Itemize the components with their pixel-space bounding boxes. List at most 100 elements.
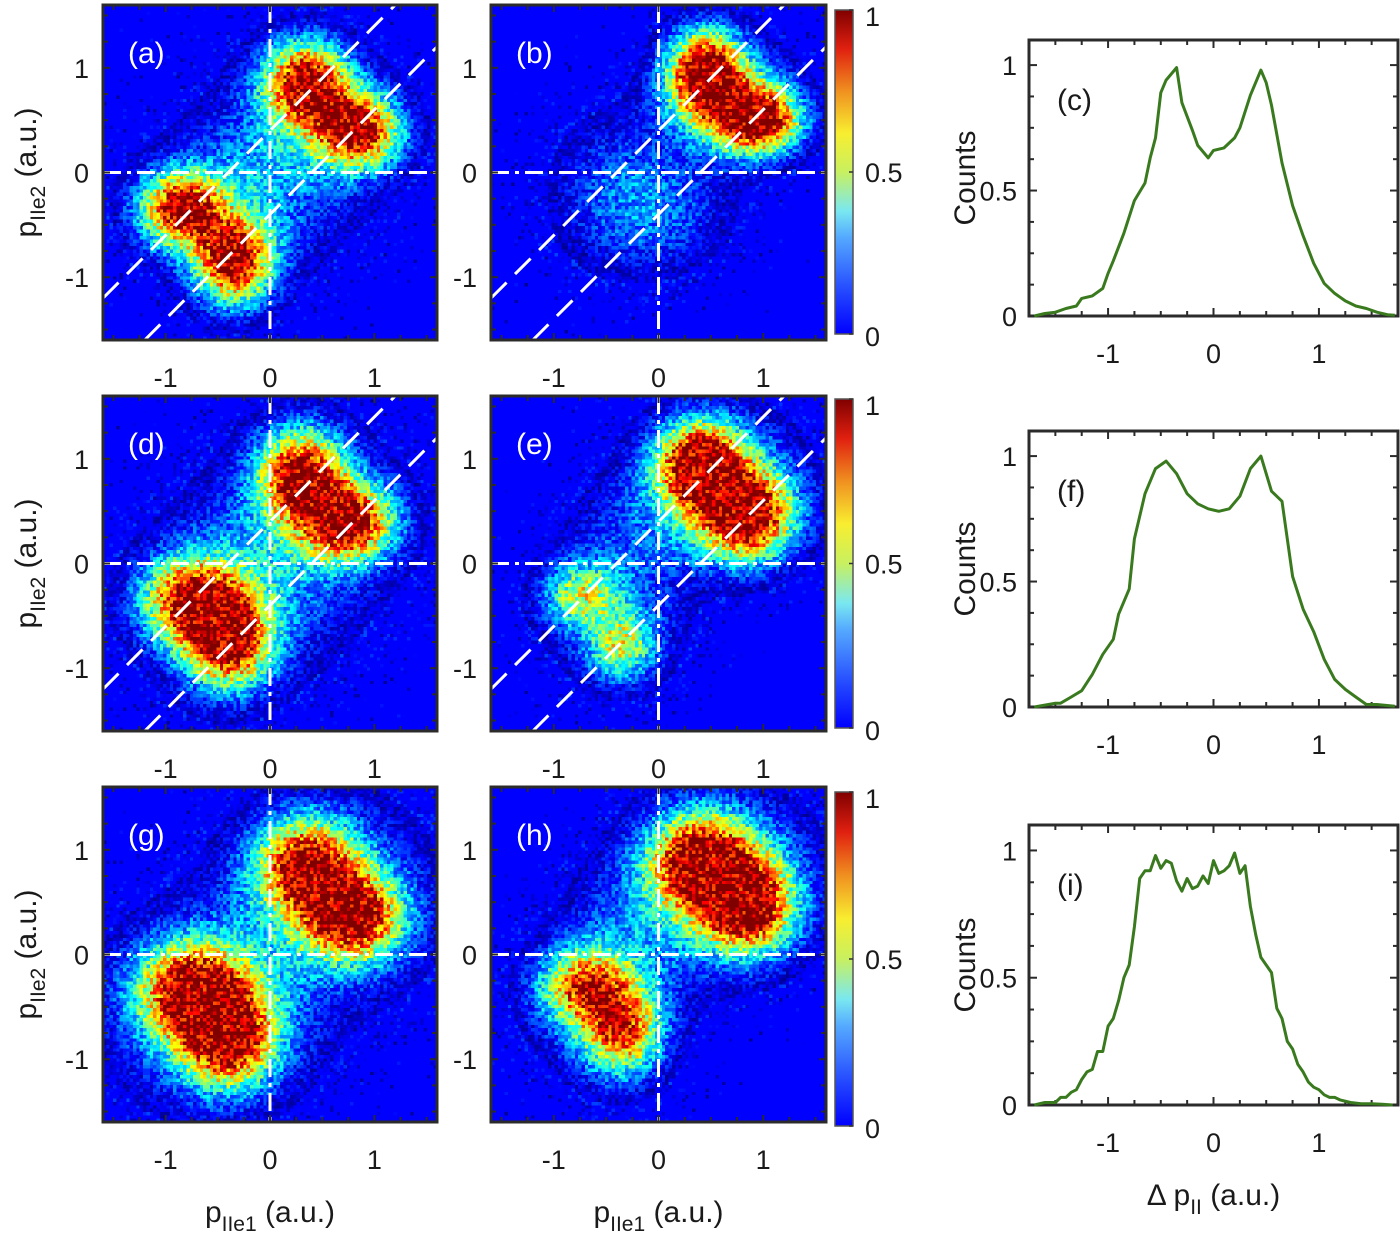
colorbar-tick-label: 1: [865, 391, 880, 421]
panel-label: (g): [128, 819, 165, 852]
y-tick-label: 1: [1002, 442, 1017, 472]
y-tick-label: 1: [462, 836, 477, 866]
panel-label: (c): [1057, 84, 1092, 117]
x-axis-label: pIIe1 (a.u.): [205, 1196, 335, 1236]
x-tick-label: 0: [1206, 1128, 1221, 1158]
colorbar-tick-label: 1: [865, 2, 880, 32]
panel-label: (h): [516, 819, 553, 852]
y-tick-label: 1: [462, 445, 477, 475]
line-panel-i: -1 0 1 0 0.5 1 (i) Counts Δ pII (a.u.): [949, 823, 1400, 1219]
x-tick-label: 1: [1311, 1128, 1326, 1158]
y-tick-label: -1: [65, 654, 89, 684]
x-tick-label: -1: [1096, 339, 1120, 369]
x-axis-label: Δ pII (a.u.): [1147, 1179, 1280, 1219]
y-tick-label: -1: [453, 1045, 477, 1075]
x-tick-label: -1: [542, 363, 566, 393]
axes-frame: [1027, 38, 1400, 318]
line-panel-f: -1 0 1 0 0.5 1 (f) Counts: [949, 429, 1400, 760]
y-axis-label: Counts: [949, 521, 982, 616]
y-tick-label: 0: [74, 159, 89, 189]
x-tick-label: 0: [262, 754, 277, 784]
x-tick-label: 1: [756, 363, 771, 393]
data-series-line: [1033, 851, 1393, 1107]
diagonal-line-2: [531, 436, 828, 733]
y-axis-label: pIIe2 (a.u.): [10, 889, 50, 1019]
y-tick-label: 1: [74, 54, 89, 84]
colorbar-tick-label: 0: [865, 716, 880, 746]
x-tick-label: 0: [651, 754, 666, 784]
x-tick-label: -1: [154, 363, 178, 393]
data-series-line: [1033, 66, 1395, 318]
colorbar-tick-label: 0: [865, 322, 880, 352]
y-tick-label: 0: [74, 550, 89, 580]
y-tick-label: 0: [1002, 693, 1017, 723]
data-series-line: [1034, 454, 1395, 709]
x-tick-label: 1: [367, 1145, 382, 1175]
y-axis-label: Counts: [949, 130, 982, 225]
x-tick-label: 0: [262, 1145, 277, 1175]
y-tick-label: 1: [462, 54, 477, 84]
heatmap-panel-h: -1 0 1 -1 0 1 (h) pIIe1 (a.u.): [453, 785, 828, 1236]
panel-label: (d): [128, 428, 165, 461]
y-tick-label: 0: [1002, 302, 1017, 332]
heatmap-panel-g: -1 0 1 -1 0 1 (g) pIIe2 (a.u.) pIIe1 (a.u.): [10, 785, 439, 1236]
panel-label: (i): [1057, 869, 1084, 902]
y-tick-label: 1: [74, 445, 89, 475]
y-tick-label: 1: [1002, 51, 1017, 81]
diagonal-line-1: [489, 3, 786, 300]
colorbar-tick-label: 1: [865, 784, 880, 814]
x-tick-label: 0: [262, 363, 277, 393]
x-tick-label: 1: [367, 363, 382, 393]
y-tick-label: 0: [462, 159, 477, 189]
y-axis-label: pIIe2 (a.u.): [10, 498, 50, 628]
y-tick-label: 0.5: [979, 568, 1017, 598]
diagonal-line-2: [531, 45, 828, 342]
y-tick-label: 0: [1002, 1091, 1017, 1121]
panel-label: (b): [516, 37, 553, 70]
y-tick-label: 1: [1002, 836, 1017, 866]
x-tick-label: 1: [756, 754, 771, 784]
x-tick-label: 0: [651, 1145, 666, 1175]
x-tick-label: -1: [542, 754, 566, 784]
panel-label: (f): [1057, 475, 1085, 508]
y-tick-label: 0: [462, 941, 477, 971]
y-tick-label: 0.5: [979, 964, 1017, 994]
x-tick-label: 1: [1311, 730, 1326, 760]
diagonal-line-1: [101, 394, 397, 691]
heatmap-panel-b: -1 0 1 -1 0 1 (b): [453, 3, 828, 393]
y-tick-label: 0: [74, 941, 89, 971]
x-tick-label: 0: [651, 363, 666, 393]
diagonal-line-1: [101, 3, 397, 300]
heatmap-panel-d: -1 0 1 -1 0 1 (d) pIIe2 (a.u.): [10, 394, 439, 784]
y-tick-label: -1: [65, 1045, 89, 1075]
x-tick-label: 1: [1311, 339, 1326, 369]
y-axis-label: pIIe2 (a.u.): [10, 107, 50, 237]
colorbar-tick-label: 0.5: [865, 945, 903, 975]
colorbar: 00.51: [834, 784, 903, 1144]
y-tick-label: -1: [453, 263, 477, 293]
heatmap-panel-e: -1 0 1 -1 0 1 (e): [453, 394, 828, 784]
panel-label: (a): [128, 37, 165, 70]
colorbar-tick-label: 0: [865, 1114, 880, 1144]
x-tick-label: 1: [756, 1145, 771, 1175]
y-tick-label: 0: [462, 550, 477, 580]
x-tick-label: -1: [542, 1145, 566, 1175]
x-axis-label: pIIe1 (a.u.): [593, 1196, 723, 1236]
y-axis-label: Counts: [949, 917, 982, 1012]
colorbar-tick-label: 0.5: [865, 158, 903, 188]
panel-label: (e): [516, 428, 553, 461]
diagonal-line-2: [143, 436, 439, 733]
colorbar: 00.51: [834, 2, 903, 352]
line-panel-c: -1 0 1 0 0.5 1 (c) Counts: [949, 38, 1400, 369]
heatmap-panel-a: -1 0 1 -1 0 1 (a) pIIe2 (a.u.): [10, 3, 439, 393]
y-tick-label: -1: [65, 263, 89, 293]
x-tick-label: -1: [1096, 730, 1120, 760]
y-tick-label: -1: [453, 654, 477, 684]
x-tick-label: 0: [1206, 339, 1221, 369]
colorbar-tick-label: 0.5: [865, 550, 903, 580]
y-tick-label: 1: [74, 836, 89, 866]
x-tick-label: -1: [154, 1145, 178, 1175]
diagonal-line-2: [143, 45, 439, 342]
axes-frame: [1027, 429, 1400, 709]
